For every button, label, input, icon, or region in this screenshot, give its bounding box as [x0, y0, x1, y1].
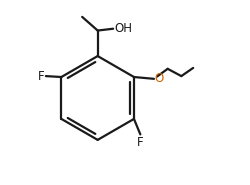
Text: F: F [38, 70, 45, 83]
Text: O: O [155, 72, 164, 85]
Text: OH: OH [114, 22, 132, 35]
Text: F: F [137, 136, 144, 149]
